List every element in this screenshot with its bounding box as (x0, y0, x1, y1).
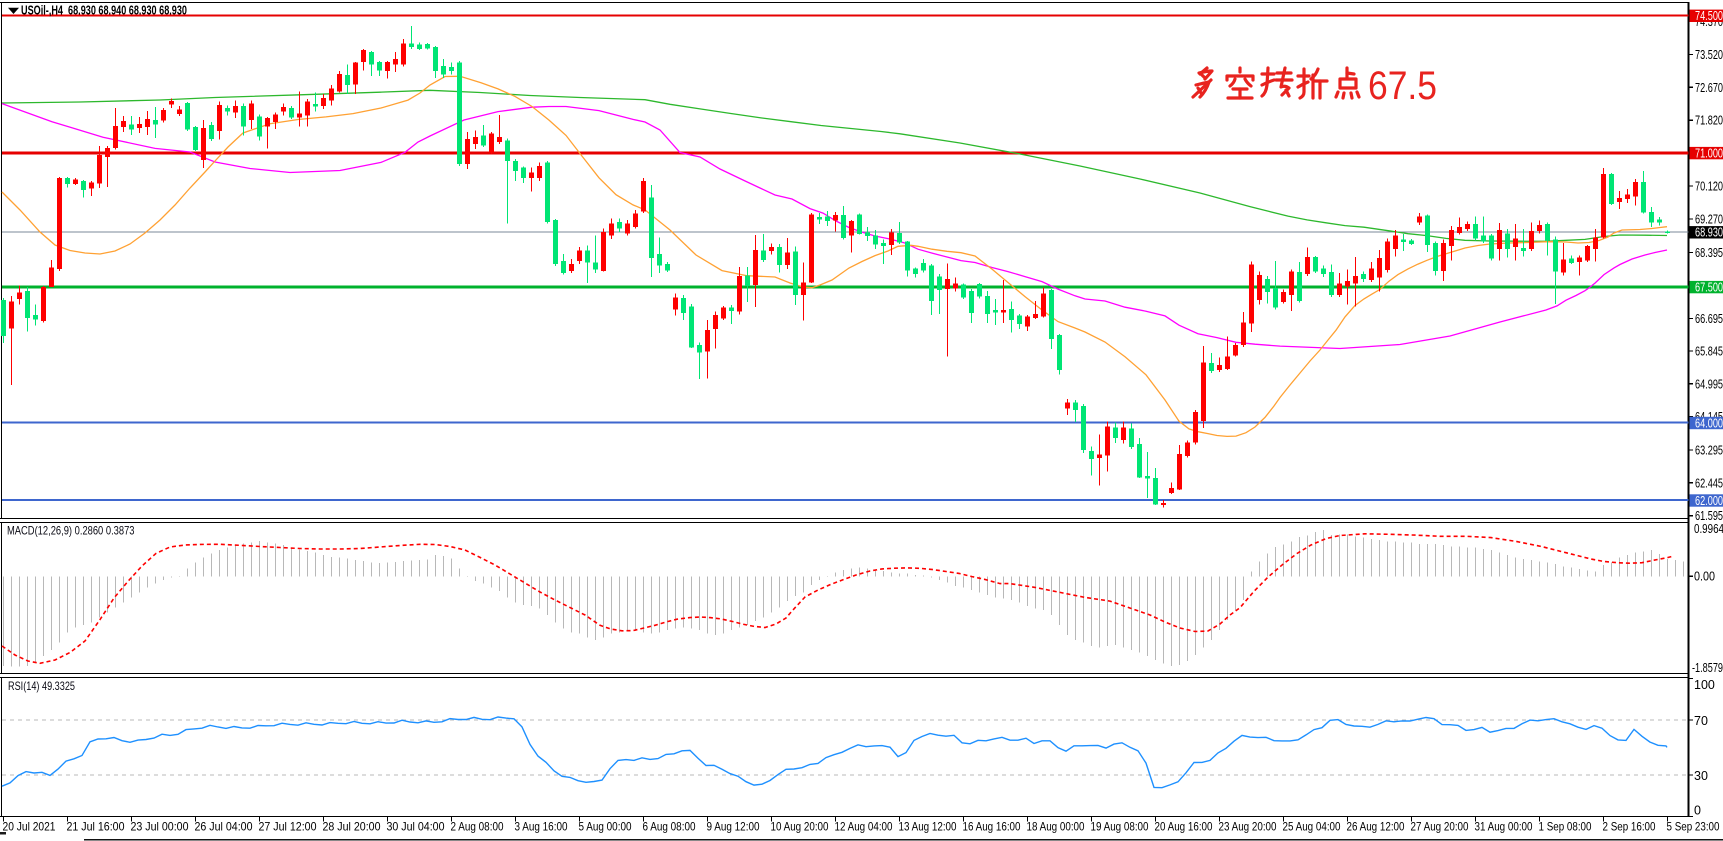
svg-text:62.445: 62.445 (1695, 476, 1723, 490)
svg-text:64.000: 64.000 (1695, 416, 1723, 430)
svg-text:10 Aug 20:00: 10 Aug 20:00 (771, 820, 829, 834)
svg-text:68.395: 68.395 (1695, 246, 1723, 260)
svg-text:30: 30 (1694, 769, 1708, 783)
svg-text:28 Jul 20:00: 28 Jul 20:00 (323, 820, 381, 834)
svg-text:16 Aug 16:00: 16 Aug 16:00 (963, 820, 1021, 834)
svg-text:27 Jul 12:00: 27 Jul 12:00 (259, 820, 317, 834)
svg-text:71.000: 71.000 (1695, 146, 1723, 160)
svg-text:5 Sep 23:00: 5 Sep 23:00 (1667, 820, 1720, 834)
svg-text:5 Aug 00:00: 5 Aug 00:00 (579, 820, 632, 834)
svg-text:0.00: 0.00 (1694, 570, 1715, 584)
svg-text:100: 100 (1694, 678, 1715, 692)
svg-text:71.820: 71.820 (1695, 114, 1723, 128)
svg-text:26 Jul 04:00: 26 Jul 04:00 (195, 820, 253, 834)
svg-text:70.120: 70.120 (1695, 180, 1723, 194)
svg-text:0: 0 (1694, 804, 1701, 818)
svg-text:9 Aug 12:00: 9 Aug 12:00 (707, 820, 760, 834)
svg-text:27 Aug 20:00: 27 Aug 20:00 (1411, 820, 1469, 834)
svg-text:63.295: 63.295 (1695, 443, 1723, 457)
svg-text:12 Aug 04:00: 12 Aug 04:00 (835, 820, 893, 834)
svg-text:RSI(14) 49.3325: RSI(14) 49.3325 (8, 679, 75, 693)
svg-text:30 Jul 04:00: 30 Jul 04:00 (387, 820, 445, 834)
svg-text:70: 70 (1694, 714, 1708, 728)
svg-text:1 Sep 08:00: 1 Sep 08:00 (1539, 820, 1592, 834)
svg-text:23 Jul 00:00: 23 Jul 00:00 (131, 820, 189, 834)
svg-text:26 Aug 12:00: 26 Aug 12:00 (1347, 820, 1405, 834)
svg-text:20 Jul 2021: 20 Jul 2021 (3, 820, 56, 834)
svg-text:31 Aug 00:00: 31 Aug 00:00 (1475, 820, 1533, 834)
svg-text:61.595: 61.595 (1695, 509, 1723, 523)
svg-text:21 Jul 16:00: 21 Jul 16:00 (67, 820, 125, 834)
svg-text:18 Aug 00:00: 18 Aug 00:00 (1027, 820, 1085, 834)
svg-text:64.995: 64.995 (1695, 377, 1723, 391)
svg-text:MACD(12,26,9) 0.2860 0.3873: MACD(12,26,9) 0.2860 0.3873 (7, 523, 135, 537)
svg-text:65.845: 65.845 (1695, 345, 1723, 359)
svg-text:-1.8579: -1.8579 (1692, 661, 1723, 675)
svg-text:73.520: 73.520 (1695, 48, 1723, 62)
svg-text:13 Aug 12:00: 13 Aug 12:00 (899, 820, 957, 834)
svg-text:USOil-,H4 68.930 68.940 68.93: USOil-,H4 68.930 68.940 68.930 68.930 (21, 3, 187, 17)
svg-text:2 Aug 08:00: 2 Aug 08:00 (451, 820, 504, 834)
svg-text:68.930: 68.930 (1695, 226, 1723, 240)
svg-text:19 Aug 08:00: 19 Aug 08:00 (1091, 820, 1149, 834)
svg-text:66.695: 66.695 (1695, 312, 1723, 326)
svg-text:69.270: 69.270 (1695, 212, 1723, 226)
svg-text:62.000: 62.000 (1695, 494, 1723, 508)
svg-text:2 Sep 16:00: 2 Sep 16:00 (1603, 820, 1656, 834)
svg-text:3 Aug 16:00: 3 Aug 16:00 (515, 820, 568, 834)
svg-text:6 Aug 08:00: 6 Aug 08:00 (643, 820, 696, 834)
svg-text:74.500: 74.500 (1695, 9, 1723, 23)
svg-text:67.500: 67.500 (1695, 280, 1723, 294)
svg-text:20 Aug 16:00: 20 Aug 16:00 (1155, 820, 1213, 834)
svg-text:72.670: 72.670 (1695, 81, 1723, 95)
svg-text:25 Aug 04:00: 25 Aug 04:00 (1283, 820, 1341, 834)
svg-text:67.5: 67.5 (1368, 64, 1437, 108)
svg-text:0.9964: 0.9964 (1694, 522, 1723, 536)
svg-text:23 Aug 20:00: 23 Aug 20:00 (1219, 820, 1277, 834)
